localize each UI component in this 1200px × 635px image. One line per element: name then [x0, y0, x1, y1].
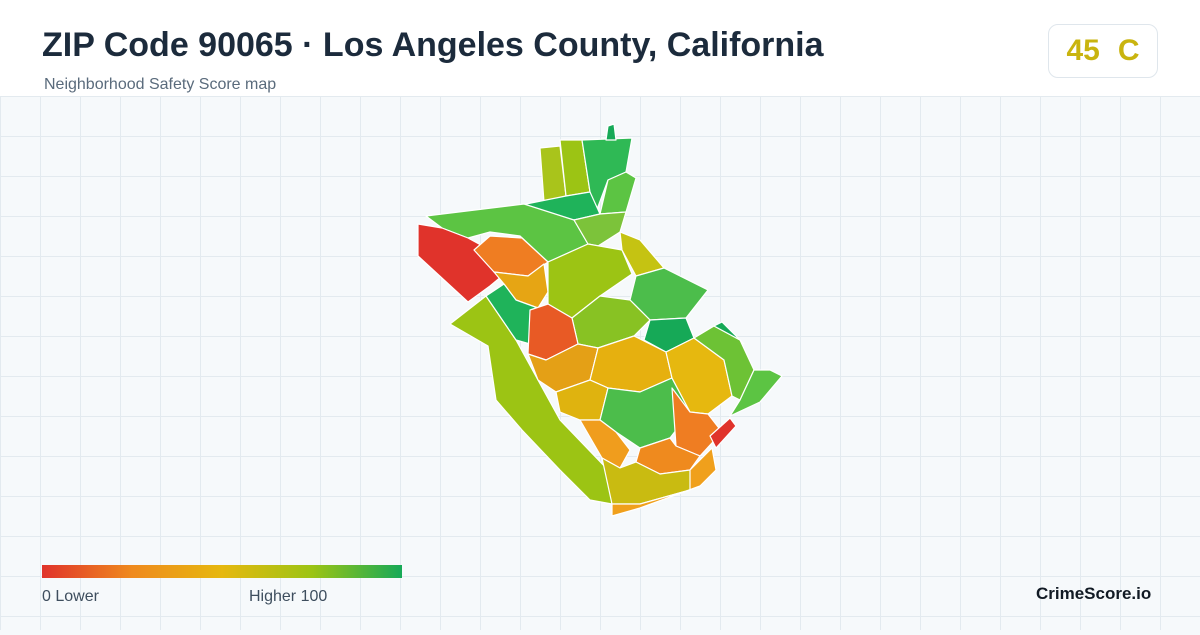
legend-low-label: 0 Lower: [42, 588, 99, 605]
safety-score-grade: C: [1117, 34, 1140, 67]
map-region[interactable]: [709, 417, 737, 449]
map-region[interactable]: [599, 171, 637, 215]
map-region[interactable]: [713, 321, 745, 345]
page-subtitle: Neighborhood Safety Score map: [44, 76, 277, 93]
header-band: [0, 0, 1200, 96]
page-title: ZIP Code 90065 · Los Angeles County, Cal…: [42, 26, 824, 64]
map-region[interactable]: [605, 123, 617, 141]
safety-score-badge: 45 C: [1048, 24, 1158, 78]
legend-gradient-bar: [42, 565, 402, 578]
brand-name[interactable]: CrimeScore.io: [1036, 584, 1152, 603]
map-region[interactable]: [729, 369, 783, 417]
safety-score-value: 45: [1066, 34, 1100, 67]
legend-high-label: Higher 100: [249, 588, 328, 605]
map-region[interactable]: [611, 447, 717, 517]
